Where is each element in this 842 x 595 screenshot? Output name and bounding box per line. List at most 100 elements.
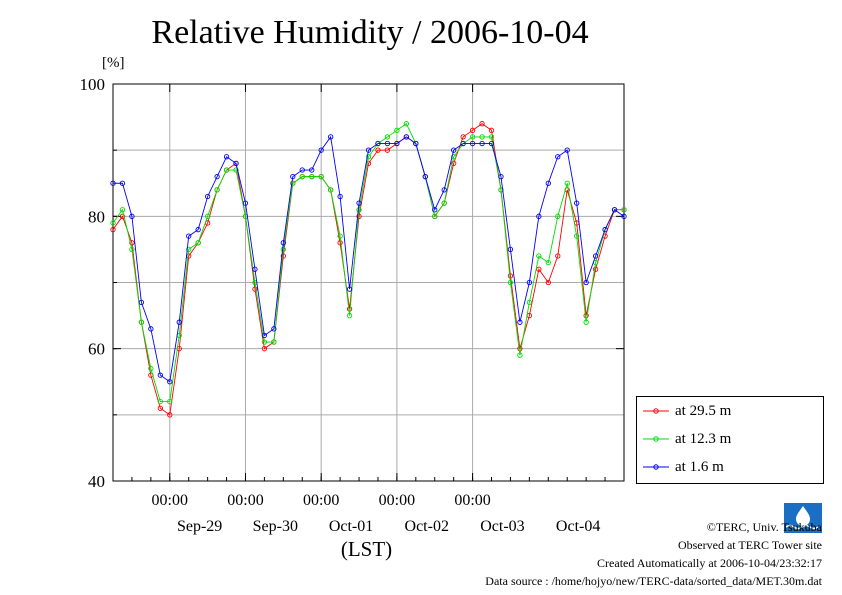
y-tick-label: 100 bbox=[80, 75, 106, 94]
data-point bbox=[479, 134, 485, 140]
legend-label: at 29.5 m bbox=[675, 402, 732, 419]
data-point bbox=[204, 193, 211, 200]
data-point bbox=[384, 134, 391, 140]
data-point bbox=[507, 246, 514, 253]
data-point bbox=[365, 147, 372, 153]
y-axis-unit-label: [%] bbox=[102, 55, 125, 71]
data-point bbox=[346, 286, 353, 292]
data-point bbox=[157, 398, 163, 405]
data-point bbox=[157, 372, 163, 378]
data-point bbox=[148, 326, 154, 332]
terc-logo-icon bbox=[784, 503, 822, 533]
data-point bbox=[195, 240, 201, 246]
data-point bbox=[545, 259, 551, 266]
x-tick-label: 00:00 bbox=[454, 492, 490, 509]
data-point bbox=[119, 207, 126, 213]
data-point bbox=[611, 207, 618, 213]
x-date-label: Oct-01 bbox=[329, 518, 373, 535]
data-point bbox=[498, 187, 504, 193]
data-point bbox=[327, 134, 334, 140]
data-point bbox=[507, 279, 514, 286]
data-point bbox=[157, 405, 163, 411]
legend: at 29.5 m at 12.3 m at 1.6 m bbox=[636, 396, 824, 484]
data-point bbox=[545, 279, 551, 286]
data-point bbox=[252, 266, 258, 272]
data-point bbox=[148, 365, 154, 372]
data-point bbox=[195, 226, 201, 233]
plot-frame bbox=[112, 83, 625, 482]
data-point bbox=[583, 279, 589, 286]
data-point bbox=[564, 180, 570, 186]
series-line-1 bbox=[112, 123, 624, 403]
data-point bbox=[564, 147, 570, 153]
copyright-text: ©TERC, Univ. Tsukuba bbox=[706, 520, 822, 534]
y-tick-label: 60 bbox=[88, 340, 105, 359]
data-point bbox=[441, 200, 447, 206]
data-point bbox=[555, 154, 561, 160]
data-point bbox=[498, 173, 504, 180]
x-tick-label: 00:00 bbox=[303, 492, 339, 509]
data-point bbox=[261, 332, 268, 339]
data-point bbox=[583, 312, 589, 319]
data-point bbox=[119, 180, 126, 186]
data-point bbox=[526, 279, 533, 286]
data-point bbox=[479, 121, 485, 127]
data-point bbox=[110, 226, 116, 233]
data-point bbox=[432, 213, 438, 219]
x-date-label: Sep-30 bbox=[253, 518, 298, 535]
data-point bbox=[526, 299, 533, 305]
data-point bbox=[167, 412, 173, 418]
data-point bbox=[375, 147, 381, 153]
x-date-label: Sep-29 bbox=[177, 518, 222, 535]
legend-swatch-green bbox=[643, 436, 669, 442]
data-point bbox=[129, 213, 135, 219]
data-point bbox=[233, 167, 239, 173]
data-point bbox=[451, 147, 457, 153]
legend-swatch-blue bbox=[643, 464, 669, 470]
data-point bbox=[574, 233, 580, 239]
data-point bbox=[337, 233, 343, 239]
data-point bbox=[479, 140, 485, 147]
data-source-text: Data source : /home/hojyo/new/TERC-data/… bbox=[485, 574, 822, 588]
data-point bbox=[110, 220, 116, 226]
data-point bbox=[261, 339, 268, 345]
data-point bbox=[469, 127, 476, 133]
data-point bbox=[223, 154, 230, 160]
data-point bbox=[621, 213, 627, 219]
data-point bbox=[271, 339, 277, 345]
data-point bbox=[403, 121, 410, 127]
legend-label: at 12.3 m bbox=[675, 430, 732, 447]
data-point bbox=[214, 187, 220, 193]
data-point bbox=[517, 352, 523, 358]
data-point bbox=[460, 134, 466, 140]
y-tick-label: 40 bbox=[88, 472, 105, 491]
data-point bbox=[138, 299, 145, 305]
data-point bbox=[451, 154, 457, 160]
chart-title: Relative Humidity / 2006-10-04 bbox=[151, 14, 589, 51]
data-point bbox=[356, 200, 362, 206]
data-point bbox=[621, 207, 627, 213]
x-tick-label: 00:00 bbox=[227, 492, 263, 509]
data-point bbox=[403, 134, 410, 140]
created-text: Created Automatically at 2006-10-04/23:3… bbox=[597, 556, 822, 570]
data-point bbox=[261, 346, 268, 352]
data-point bbox=[119, 213, 126, 219]
data-point bbox=[252, 286, 258, 292]
data-point bbox=[422, 173, 428, 180]
data-point bbox=[242, 200, 249, 206]
data-point bbox=[309, 167, 315, 173]
data-point bbox=[394, 140, 400, 147]
legend-item-29-5m: at 29.5 m bbox=[643, 399, 731, 423]
data-point bbox=[517, 319, 523, 325]
data-point bbox=[327, 187, 334, 193]
data-point bbox=[176, 319, 182, 325]
x-tick-label: 00:00 bbox=[379, 492, 415, 509]
data-point bbox=[432, 207, 438, 213]
data-point bbox=[384, 147, 391, 153]
data-point bbox=[346, 312, 353, 319]
legend-item-1-6m: at 1.6 m bbox=[643, 455, 724, 479]
series-line-2 bbox=[113, 135, 625, 383]
data-point bbox=[394, 127, 400, 133]
data-point bbox=[517, 346, 523, 352]
